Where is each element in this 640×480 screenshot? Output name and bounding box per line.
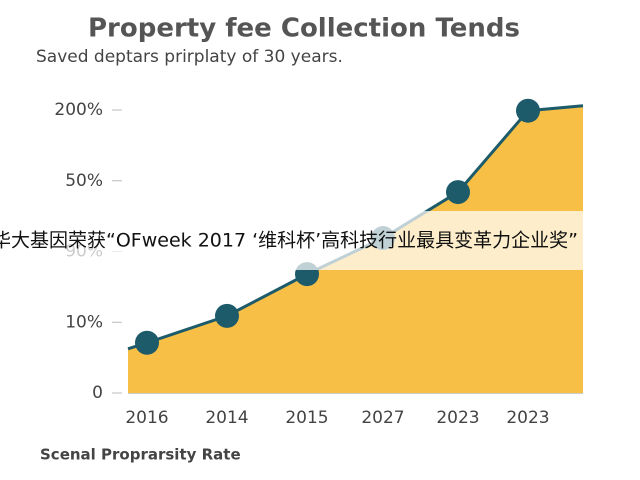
point — [215, 303, 239, 328]
banner-text: 华大基因荣获“OFweek 2017 ‘维科杯’高科技行业最具变革力企业奖” — [0, 230, 578, 252]
x-tick-label: 2015 — [285, 408, 328, 428]
x-tick-label: 2027 — [361, 408, 404, 428]
point — [135, 330, 159, 355]
x-tick-label: 2014 — [205, 408, 248, 428]
y-tick-label: 10% — [65, 312, 103, 332]
point — [446, 180, 470, 205]
chart-subtitle: Saved deptars prirplaty of 30 years. — [36, 47, 343, 67]
area — [128, 105, 583, 394]
y-tick-label: 50% — [65, 171, 103, 191]
x-tick-label: 2023 — [436, 408, 479, 428]
chart-title: Property fee Collection Tends — [88, 14, 520, 44]
y-tick-label: 200% — [54, 100, 103, 120]
banner-background — [0, 211, 640, 270]
x-axis-label: Scenal Proprarsity Rate — [40, 446, 241, 464]
point — [516, 98, 540, 123]
y-tick-label: 0 — [92, 383, 103, 403]
x-tick-label: 2023 — [506, 408, 549, 428]
x-tick-label: 2016 — [125, 408, 168, 428]
